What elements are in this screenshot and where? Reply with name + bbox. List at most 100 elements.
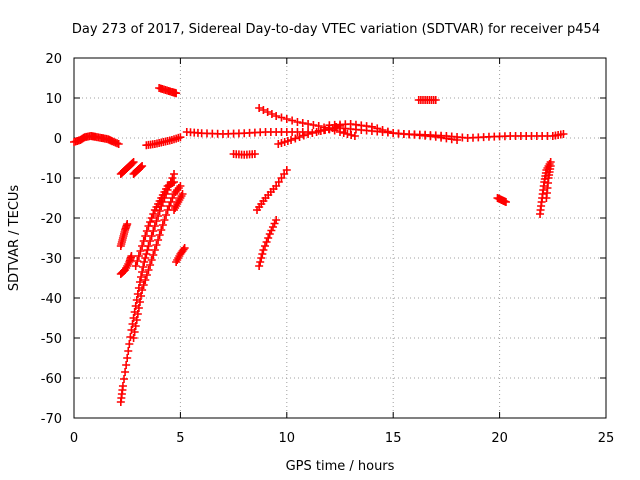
data-point xyxy=(138,268,147,276)
data-point xyxy=(170,170,179,178)
data-point xyxy=(155,231,164,239)
data-point xyxy=(179,245,188,254)
data-point xyxy=(137,273,146,281)
data-point xyxy=(270,219,279,228)
data-point xyxy=(288,116,297,125)
data-point xyxy=(158,221,167,229)
series-arc-i xyxy=(170,190,187,214)
data-point xyxy=(114,140,123,148)
y-tick-labels: -70 -60 -50 -40 -30 -20 -10 0 10 20 xyxy=(41,52,62,427)
y-axis-label: SDTVAR / TECUs xyxy=(7,185,22,292)
data-point xyxy=(157,226,166,234)
series-arc-r xyxy=(414,96,440,104)
data-point xyxy=(339,129,348,137)
x-tick-label: 20 xyxy=(491,431,508,446)
data-point xyxy=(133,257,142,265)
data-point xyxy=(152,241,161,249)
data-point xyxy=(154,236,163,244)
y-tick-label: 20 xyxy=(45,52,62,67)
data-point xyxy=(263,108,272,116)
data-point xyxy=(291,134,300,143)
data-point xyxy=(152,217,161,225)
y-tick-label: -30 xyxy=(41,252,62,267)
data-point xyxy=(132,316,141,324)
x-axis-label: GPS time / hours xyxy=(286,459,395,474)
data-point xyxy=(272,216,281,224)
data-point xyxy=(139,281,148,289)
data-point xyxy=(309,121,318,129)
x-tick-label: 25 xyxy=(598,431,615,446)
data-point xyxy=(165,202,174,210)
data-point xyxy=(144,266,153,274)
data-point xyxy=(149,210,158,218)
data-point xyxy=(350,132,359,140)
data-point xyxy=(120,375,129,383)
data-point xyxy=(150,246,159,254)
data-point xyxy=(131,262,140,270)
data-point xyxy=(431,96,440,104)
series-arc-u xyxy=(542,162,555,202)
data-point xyxy=(141,276,150,284)
data-point xyxy=(373,124,382,133)
data-point xyxy=(146,218,155,226)
data-point xyxy=(162,211,171,219)
series-arc-s xyxy=(493,194,510,206)
chart-title: Day 273 of 2017, Sidereal Day-to-day VTE… xyxy=(72,22,600,37)
data-point xyxy=(139,237,148,245)
data-point xyxy=(287,136,296,144)
data-point xyxy=(137,292,146,300)
data-point xyxy=(255,262,264,270)
y-tick-label: -40 xyxy=(41,292,62,307)
data-point xyxy=(378,126,387,134)
data-point xyxy=(267,226,276,235)
data-point xyxy=(282,115,291,123)
data-point xyxy=(141,232,150,240)
data-point xyxy=(144,222,153,230)
series-mid-band xyxy=(182,128,313,138)
data-point xyxy=(133,310,142,318)
series-arc-b xyxy=(129,182,185,342)
data-point xyxy=(367,122,376,131)
data-point xyxy=(265,230,274,238)
series-arc-g xyxy=(131,178,179,270)
data-point xyxy=(282,166,291,174)
data-point xyxy=(130,328,139,336)
data-point xyxy=(142,271,151,279)
data-point xyxy=(166,198,175,206)
data-point xyxy=(136,247,145,255)
data-point xyxy=(127,252,136,260)
data-point xyxy=(308,129,317,137)
data-point xyxy=(304,120,313,128)
data-point xyxy=(138,242,147,250)
data-point xyxy=(293,118,302,126)
x-tick-label: 5 xyxy=(176,431,184,446)
data-point xyxy=(267,110,276,118)
plot-frame xyxy=(73,57,607,419)
data-point xyxy=(147,256,156,264)
data-point xyxy=(168,194,177,202)
data-point xyxy=(135,298,144,306)
data-point xyxy=(147,214,156,222)
y-tick-label: -20 xyxy=(41,212,62,227)
data-point xyxy=(139,263,148,271)
data-point xyxy=(143,246,152,254)
x-tick-label: 15 xyxy=(385,431,402,446)
data-point xyxy=(250,150,259,158)
data-point xyxy=(180,244,189,252)
data-point xyxy=(299,131,308,140)
data-point xyxy=(137,163,146,171)
series-arc-c xyxy=(116,252,136,278)
y-tick-label: 0 xyxy=(54,132,62,147)
series-arc-j xyxy=(155,84,181,98)
data-point xyxy=(125,340,134,348)
data-point xyxy=(168,179,177,187)
data-point xyxy=(176,182,185,190)
data-point xyxy=(129,158,138,166)
data-point xyxy=(264,234,273,242)
data-point xyxy=(268,223,277,231)
data-point xyxy=(134,304,143,312)
data-point xyxy=(298,119,307,127)
data-point xyxy=(146,261,155,269)
y-tick-label: -10 xyxy=(41,172,62,187)
